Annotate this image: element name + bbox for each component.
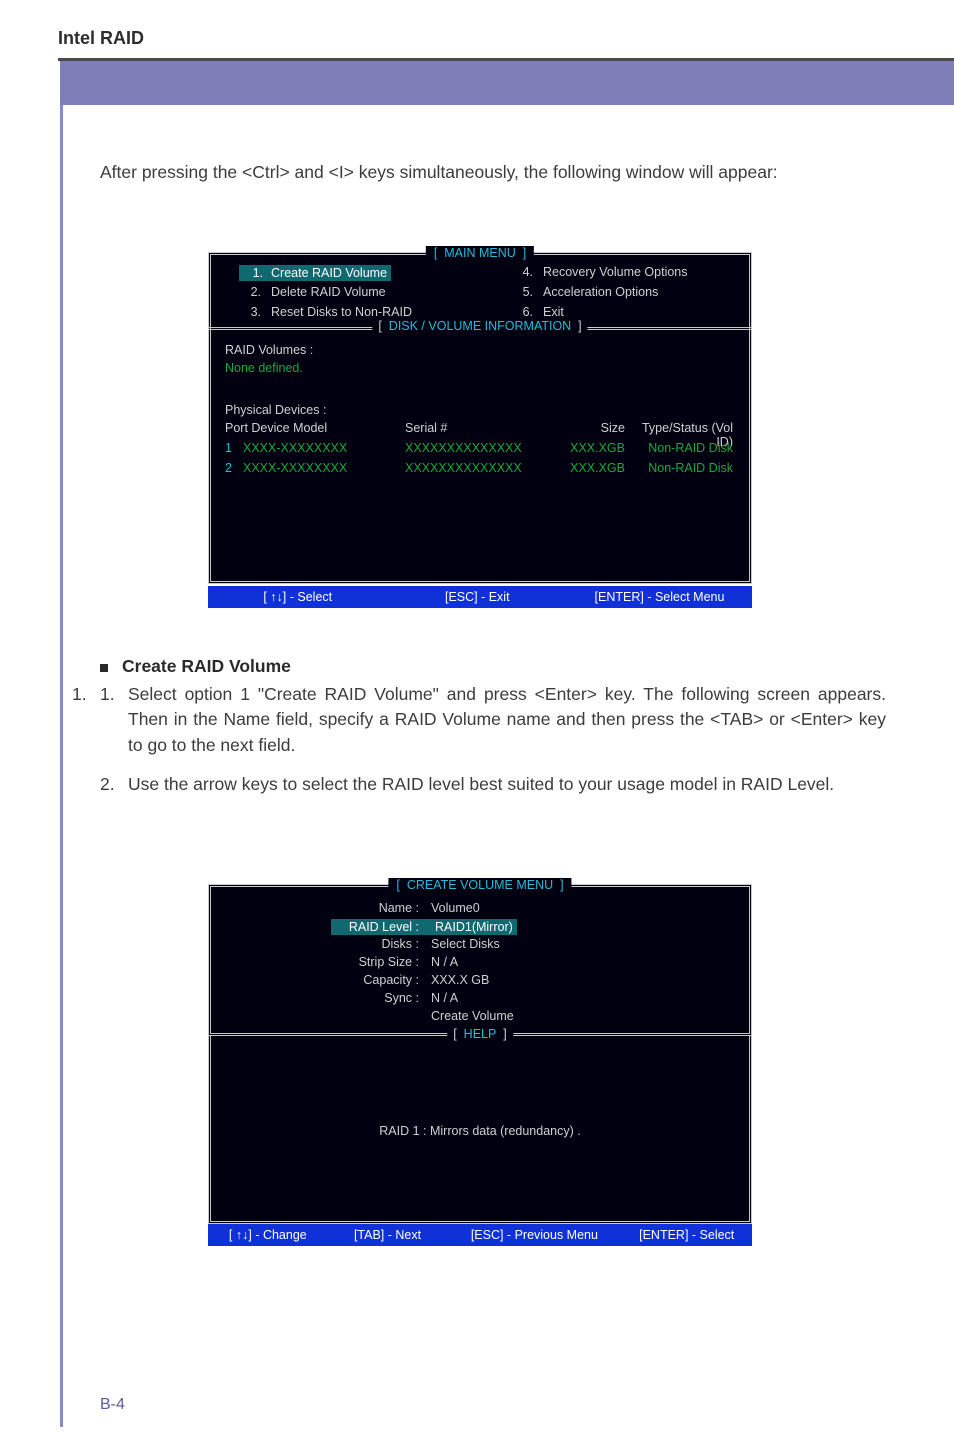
kv-label: Strip Size : — [331, 955, 431, 969]
create-menu-footer: [ ↑↓] - Change [TAB] - Next [ESC] - Prev… — [208, 1224, 752, 1246]
menu-num: 1. — [239, 265, 267, 281]
help-text: RAID 1 : Mirrors data (redundancy) . — [211, 1124, 749, 1138]
bios-create-volume: [ CREATE VOLUME MENU ] Name : Volume0 RA… — [208, 884, 752, 1246]
row-serial: XXXXXXXXXXXXXX — [405, 461, 555, 475]
raid-volumes-value: None defined. — [225, 361, 303, 375]
step2-text: Use the arrow keys to select the RAID le… — [128, 772, 886, 797]
row-type: Non-RAID Disk — [625, 461, 737, 475]
physical-devices-label: Physical Devices : — [225, 403, 326, 417]
kv-value: XXX.X GB — [431, 973, 489, 987]
header-bar — [60, 61, 954, 105]
disk-info-title: [ DISK / VOLUME INFORMATION ] — [372, 319, 587, 333]
help-title: [ HELP ] — [447, 1027, 513, 1041]
main-menu-title: [ MAIN MENU ] — [426, 246, 534, 260]
field-create-volume[interactable]: Create Volume — [331, 1009, 514, 1023]
kv-value: Volume0 — [431, 901, 480, 915]
main-menu-footer: [ ↑↓] - Select [ESC] - Exit [ENTER] - Se… — [208, 586, 752, 608]
section-heading: Create RAID Volume — [122, 656, 291, 677]
menu-label: Delete RAID Volume — [267, 285, 386, 299]
menu-label: Create RAID Volume — [267, 265, 391, 281]
menu-num: 6. — [511, 305, 539, 319]
intro-paragraph: After pressing the <Ctrl> and <I> keys s… — [100, 160, 886, 185]
footer-exit: [ESC] - Exit — [388, 590, 568, 604]
device-row-1: 1 XXXX-XXXXXXXX XXXXXXXXXXXXXX XXX.XGB N… — [225, 441, 737, 455]
menu-label: Acceleration Options — [539, 285, 658, 299]
page-title: Intel RAID — [58, 28, 144, 49]
row-serial: XXXXXXXXXXXXXX — [405, 441, 555, 455]
row-type: Non-RAID Disk — [625, 441, 737, 455]
left-rule — [60, 105, 63, 1427]
footer-select: [ENTER] - Select — [621, 1228, 752, 1242]
field-name[interactable]: Name : Volume0 — [331, 901, 480, 915]
kv-label: Sync : — [331, 991, 431, 1005]
page-root: Intel RAID After pressing the <Ctrl> and… — [0, 0, 954, 1432]
field-capacity[interactable]: Capacity : XXX.X GB — [331, 973, 489, 987]
menu-label: Recovery Volume Options — [539, 265, 688, 279]
field-strip-size[interactable]: Strip Size : N / A — [331, 955, 458, 969]
kv-label: Capacity : — [331, 973, 431, 987]
step-number: 2. — [100, 772, 128, 797]
menu-num: 3. — [239, 305, 267, 319]
kv-value: Select Disks — [431, 937, 500, 951]
kv-value: Create Volume — [431, 1009, 514, 1023]
footer-change: [ ↑↓] - Change — [208, 1228, 328, 1242]
create-menu-title: [ CREATE VOLUME MENU ] — [388, 878, 571, 892]
row-port: 2 — [225, 461, 243, 475]
bullet-icon — [100, 664, 108, 672]
menu-item-6[interactable]: 6. Exit — [511, 305, 954, 319]
help-panel: [ HELP ] RAID 1 : Mirrors data (redundan… — [208, 1036, 752, 1224]
row-port: 1 — [225, 441, 243, 455]
row-model: XXXX-XXXXXXXX — [243, 461, 405, 475]
menu-num: 2. — [239, 285, 267, 299]
row-size: XXX.XGB — [555, 461, 625, 475]
step1-text: Select option 1 "Create RAID Volume" and… — [128, 682, 886, 758]
footer-enter: [ENTER] - Select Menu — [567, 590, 752, 604]
device-row-2: 2 XXXX-XXXXXXXX XXXXXXXXXXXXXX XXX.XGB N… — [225, 461, 737, 475]
menu-label: Reset Disks to Non-RAID — [267, 305, 412, 319]
create-volume-panel: [ CREATE VOLUME MENU ] Name : Volume0 RA… — [208, 884, 752, 1036]
page-number: B-4 — [100, 1396, 125, 1414]
kv-label: RAID Level : — [331, 919, 431, 935]
footer-select: [ ↑↓] - Select — [208, 590, 388, 604]
field-sync[interactable]: Sync : N / A — [331, 991, 458, 1005]
menu-num: 4. — [511, 265, 539, 279]
menu-item-4[interactable]: 4. Recovery Volume Options — [511, 265, 954, 279]
kv-label: Disks : — [331, 937, 431, 951]
kv-label — [331, 1009, 431, 1023]
field-disks[interactable]: Disks : Select Disks — [331, 937, 500, 951]
field-raid-level[interactable]: RAID Level : RAID1(Mirror) — [331, 919, 517, 935]
raid-volumes-label: RAID Volumes : — [225, 343, 313, 357]
menu-num: 5. — [511, 285, 539, 299]
footer-next: [TAB] - Next — [328, 1228, 448, 1242]
menu-label: Exit — [539, 305, 564, 319]
bios-main-menu: [ MAIN MENU ] 1. Create RAID Volume 2. D… — [208, 252, 752, 584]
kv-value: N / A — [431, 991, 458, 1005]
kv-value: RAID1(Mirror) — [431, 919, 517, 935]
kv-label: Name : — [331, 901, 431, 915]
row-size: XXX.XGB — [555, 441, 625, 455]
menu-item-5[interactable]: 5. Acceleration Options — [511, 285, 954, 299]
kv-value: N / A — [431, 955, 458, 969]
row-model: XXXX-XXXXXXXX — [243, 441, 405, 455]
footer-prev: [ESC] - Previous Menu — [447, 1228, 621, 1242]
